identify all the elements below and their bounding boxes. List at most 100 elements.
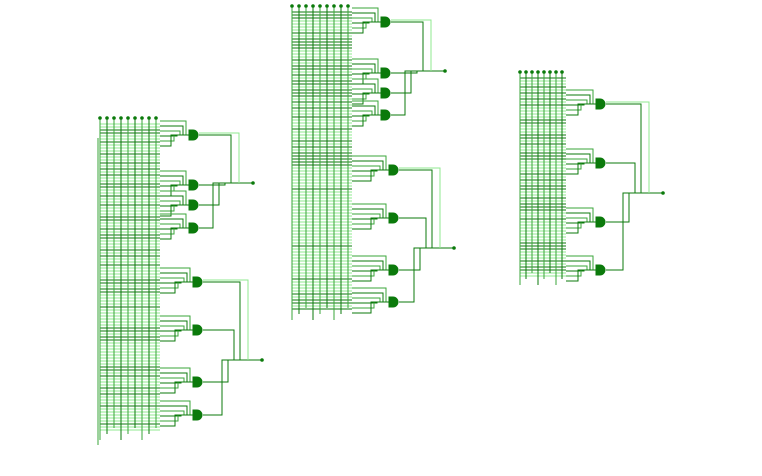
wire — [352, 165, 390, 171]
wire — [160, 204, 190, 217]
wire — [160, 281, 194, 294]
logic-gate — [595, 98, 606, 110]
wire — [352, 255, 390, 271]
logic-gate — [188, 222, 199, 234]
wire — [566, 158, 597, 164]
wire — [160, 277, 194, 283]
wire — [352, 203, 390, 219]
wire — [352, 301, 390, 314]
wire — [160, 414, 194, 427]
wire — [160, 325, 194, 331]
wire — [566, 221, 597, 234]
input-pin — [346, 4, 350, 8]
wire — [566, 89, 597, 105]
wire — [391, 70, 435, 94]
logic-gate — [388, 264, 399, 276]
logic-gate — [380, 87, 391, 99]
wire — [160, 381, 194, 394]
wire — [566, 207, 597, 223]
input-pin — [105, 116, 109, 120]
wire — [203, 279, 249, 360]
logic-gate — [388, 296, 399, 308]
wire — [160, 120, 190, 136]
wire — [566, 217, 597, 223]
wire — [352, 100, 382, 116]
logic-gate — [192, 376, 203, 388]
input-pin — [98, 116, 102, 120]
logic-gate — [388, 164, 399, 176]
input-pin — [290, 4, 294, 8]
input-pin — [147, 116, 151, 120]
wire — [606, 192, 653, 223]
wire — [203, 329, 252, 361]
logic-gate — [595, 157, 606, 169]
wire — [203, 281, 252, 361]
wire — [199, 182, 243, 229]
wire — [160, 367, 194, 383]
output-pin — [661, 191, 665, 195]
input-pin — [133, 116, 137, 120]
input-pin — [560, 70, 564, 74]
wire — [199, 134, 243, 184]
logic-gate — [192, 276, 203, 288]
wire — [352, 114, 382, 127]
input-pin — [339, 4, 343, 8]
wire — [160, 134, 190, 147]
input-pin — [548, 70, 552, 74]
input-pin — [318, 4, 322, 8]
wire — [352, 78, 382, 94]
wire — [199, 182, 243, 206]
logic-gate — [595, 264, 606, 276]
wire — [352, 21, 382, 34]
logic-gate — [380, 109, 391, 121]
wire — [399, 169, 444, 249]
wire — [160, 190, 190, 206]
logic-gate — [192, 324, 203, 336]
wire — [566, 265, 597, 271]
input-pin — [536, 70, 540, 74]
wire — [606, 103, 653, 194]
wire — [160, 377, 194, 383]
input-pin — [518, 70, 522, 74]
wire — [352, 217, 390, 230]
input-pin — [542, 70, 546, 74]
wire — [199, 132, 240, 183]
wire — [606, 101, 650, 193]
wire — [352, 155, 390, 171]
logic-gate — [188, 129, 199, 141]
wire — [352, 213, 390, 219]
wire — [160, 227, 190, 240]
wire — [399, 247, 444, 303]
wire — [160, 170, 190, 186]
wire — [203, 359, 252, 383]
logic-gate — [380, 67, 391, 79]
wire — [391, 70, 435, 116]
input-pin — [554, 70, 558, 74]
wire — [352, 265, 390, 271]
wire — [566, 255, 597, 271]
output-pin — [452, 246, 456, 250]
wire — [352, 7, 382, 23]
wire — [566, 162, 597, 175]
logic-gate — [188, 199, 199, 211]
input-pin — [325, 4, 329, 8]
wire — [352, 92, 382, 105]
wire — [160, 329, 194, 342]
input-pin — [304, 4, 308, 8]
input-pin — [154, 116, 158, 120]
wire — [391, 19, 432, 71]
wire — [160, 267, 194, 283]
logic-gate — [380, 16, 391, 28]
input-pin — [332, 4, 336, 8]
wire — [399, 247, 444, 271]
logic-gate — [188, 179, 199, 191]
wire — [160, 410, 194, 416]
input-pin — [140, 116, 144, 120]
output-pin — [251, 181, 255, 185]
wire — [352, 297, 390, 303]
input-pin — [524, 70, 528, 74]
wire — [352, 269, 390, 282]
wire — [399, 217, 444, 249]
